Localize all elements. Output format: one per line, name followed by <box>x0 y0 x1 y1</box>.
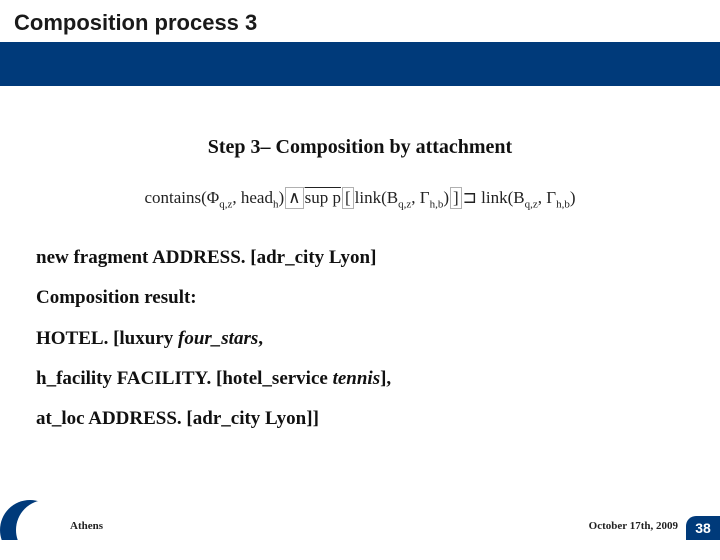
text-run: new fragment ADDRESS. [adr_city Lyon] <box>36 247 376 268</box>
text-run: Composition result: <box>36 287 197 308</box>
text-run: h_facility FACILITY. [hotel_service <box>36 368 333 389</box>
formula-token: contains <box>144 188 201 207</box>
formula-token: ] <box>450 187 462 209</box>
header-band <box>0 42 720 86</box>
text-run: at_loc ADDRESS. [adr_city Lyon]] <box>36 408 319 429</box>
formula-token: h,b <box>430 198 444 210</box>
body-line: Composition result: <box>36 280 690 316</box>
formula-token: ) <box>570 188 576 207</box>
formula-token: q,z <box>219 198 232 210</box>
formula-token: , Γ <box>538 188 556 207</box>
slide-content: Step 3– Composition by attachment contai… <box>0 86 720 437</box>
body-line: HOTEL. [luxury four_stars, <box>36 321 690 357</box>
footer-location: Athens <box>70 520 103 532</box>
formula-token: q,z <box>398 198 411 210</box>
formula-token: , head <box>232 188 273 207</box>
text-run: HOTEL. [luxury <box>36 328 178 349</box>
formula-token: [ <box>342 187 354 209</box>
formula: contains(Φq,z, headh)∧sup p[link(Βq,z, Γ… <box>144 187 575 210</box>
slide-title: Composition process 3 <box>14 10 706 36</box>
footer: Athens October 17th, 2009 38 <box>0 510 720 540</box>
text-run: tennis <box>333 368 381 389</box>
formula-token: , Γ <box>411 188 429 207</box>
crescent-icon <box>0 500 60 560</box>
body-line: h_facility FACILITY. [hotel_service tenn… <box>36 361 690 397</box>
text-run: , <box>258 328 263 349</box>
step-heading: Step 3– Composition by attachment <box>90 136 630 159</box>
text-run: four_stars <box>178 328 258 349</box>
body-line: at_loc ADDRESS. [adr_city Lyon]] <box>36 401 690 437</box>
formula-token: ) <box>278 188 284 207</box>
formula-region: contains(Φq,z, headh)∧sup p[link(Βq,z, Γ… <box>30 187 690 210</box>
body-text: new fragment ADDRESS. [adr_city Lyon] Com… <box>30 240 690 436</box>
formula-token: ) <box>443 188 449 207</box>
formula-token: (Φ <box>201 188 219 207</box>
formula-token: link(Β <box>355 188 398 207</box>
text-run: ], <box>380 368 391 389</box>
page-number-badge: 38 <box>686 516 720 540</box>
formula-token: h,b <box>556 198 570 210</box>
body-line: new fragment ADDRESS. [adr_city Lyon] <box>36 240 690 276</box>
footer-date: October 17th, 2009 <box>589 520 678 532</box>
formula-token: ∧ <box>285 187 303 209</box>
formula-token: q,z <box>525 198 538 210</box>
formula-token: link(Β <box>477 188 525 207</box>
formula-token: ⊐ <box>463 188 477 207</box>
title-bar: Composition process 3 <box>0 0 720 42</box>
formula-token: sup p <box>305 188 341 207</box>
